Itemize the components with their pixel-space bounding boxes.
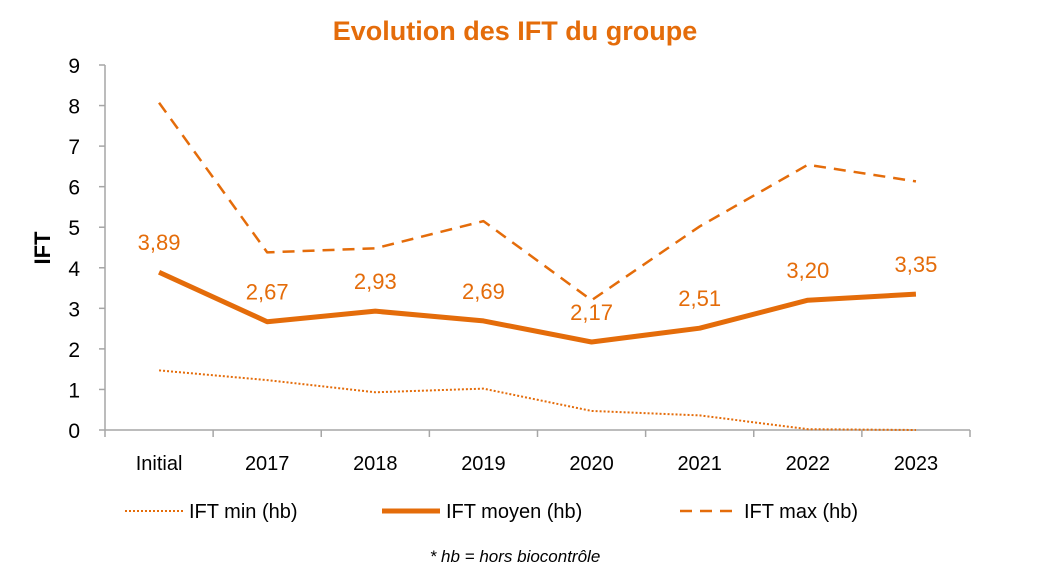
y-tick-label: 9 [68,55,80,78]
x-tick-label: 2022 [786,453,831,475]
data-label: 3,20 [786,258,829,283]
x-tick-label: 2021 [677,453,722,475]
x-tick-label: 2023 [894,453,939,475]
data-label: 2,93 [354,269,397,294]
data-label: 3,35 [895,252,938,277]
y-tick-label: 8 [68,96,80,119]
y-axis-label: IFT [30,231,55,265]
y-tick-label: 3 [68,298,80,321]
footnote: * hb = hors biocontrôle [430,547,601,566]
x-tick-label: 2020 [569,453,614,475]
y-tick-label: 4 [68,258,80,281]
data-label: 2,17 [570,300,613,325]
x-tick-label: Initial [136,453,183,475]
x-tick-label: 2019 [461,453,506,475]
y-tick-label: 0 [68,420,80,443]
series-line-dotted [158,369,916,431]
legend-label: IFT moyen (hb) [446,501,582,523]
legend-label: IFT max (hb) [744,501,858,523]
x-tick-label: 2018 [353,453,398,475]
data-label: 2,51 [678,286,721,311]
data-label: 3,89 [138,230,181,255]
y-tick-label: 6 [68,177,80,200]
y-tick-label: 7 [68,136,80,159]
x-tick-label: 2017 [245,453,290,475]
y-tick-label: 5 [68,217,80,240]
series-line-dashed [158,101,917,302]
data-label: 2,67 [246,280,289,305]
series-line-solid [158,269,917,345]
y-tick-label: 2 [68,339,80,362]
data-label: 2,69 [462,279,505,304]
chart-title: Evolution des IFT du groupe [333,16,698,46]
y-tick-label: 1 [68,379,80,402]
legend-label: IFT min (hb) [189,501,298,523]
